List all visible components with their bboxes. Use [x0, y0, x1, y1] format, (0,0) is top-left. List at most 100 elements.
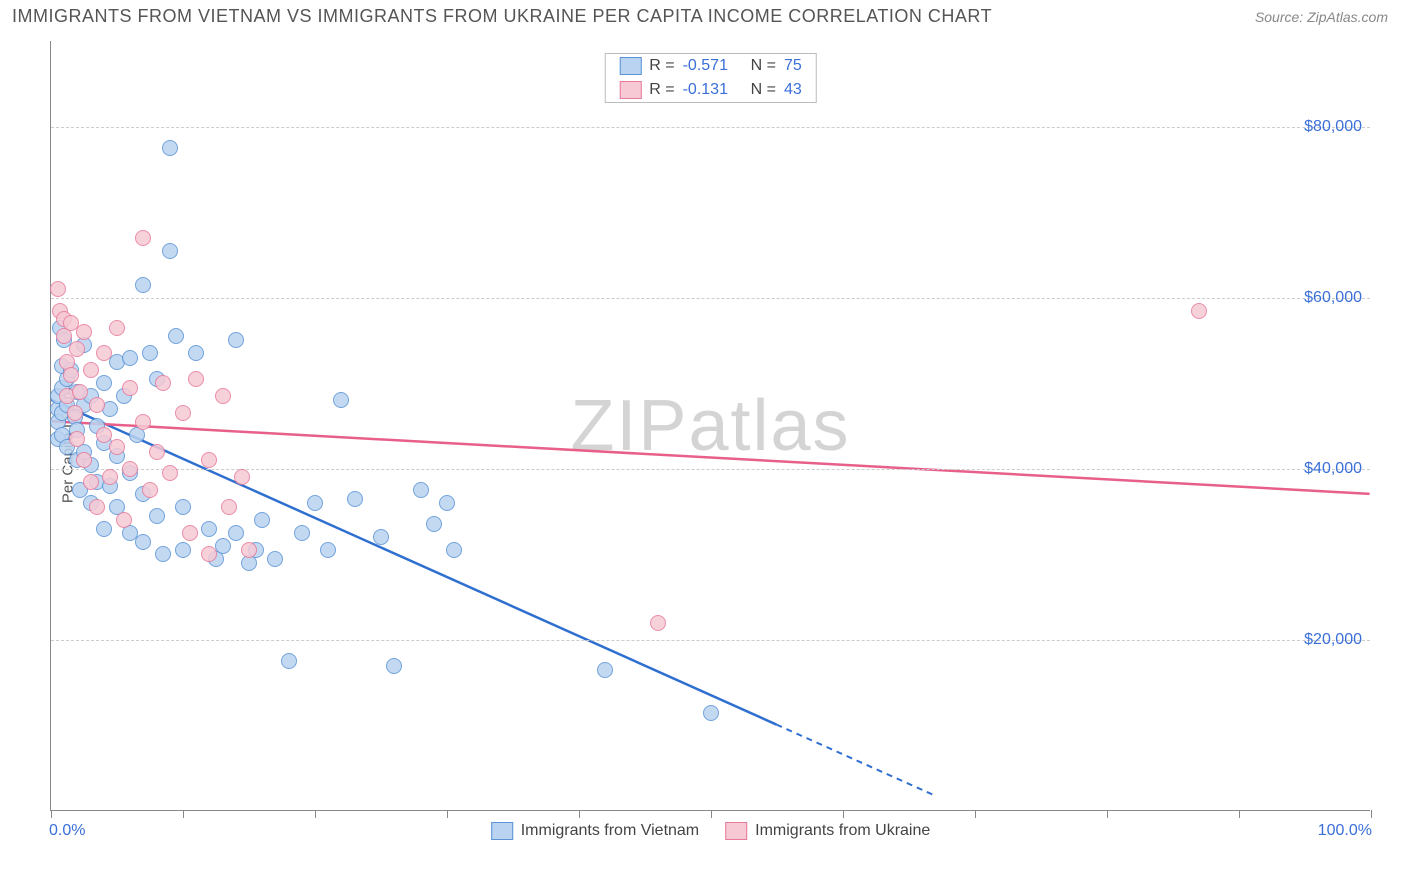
data-point-vietnam	[413, 482, 429, 498]
legend-series-label: Immigrants from Ukraine	[755, 822, 930, 840]
legend-n-value: 75	[784, 57, 802, 75]
data-point-vietnam	[426, 516, 442, 532]
data-point-ukraine	[142, 482, 158, 498]
data-point-ukraine	[109, 320, 125, 336]
data-point-vietnam	[228, 525, 244, 541]
data-point-vietnam	[168, 328, 184, 344]
data-point-vietnam	[142, 345, 158, 361]
data-point-ukraine	[162, 465, 178, 481]
y-tick-label: $80,000	[1304, 118, 1362, 136]
data-point-vietnam	[228, 332, 244, 348]
x-axis-label: 100.0%	[1318, 822, 1372, 840]
legend-stats: R =-0.571N =75R =-0.131N =43	[604, 53, 816, 103]
watermark-atlas: atlas	[688, 386, 850, 466]
data-point-vietnam	[373, 529, 389, 545]
x-tick	[1371, 810, 1372, 818]
y-tick-label: $40,000	[1304, 460, 1362, 478]
data-point-vietnam	[307, 495, 323, 511]
y-tick-label: $60,000	[1304, 289, 1362, 307]
legend-series-label: Immigrants from Vietnam	[521, 822, 699, 840]
data-point-vietnam	[294, 525, 310, 541]
trend-lines	[51, 41, 1370, 810]
data-point-ukraine	[67, 405, 83, 421]
y-tick-label: $20,000	[1304, 631, 1362, 649]
data-point-vietnam	[149, 508, 165, 524]
data-point-ukraine	[650, 615, 666, 631]
trend-line-ukraine	[51, 421, 1369, 494]
x-tick	[315, 810, 316, 818]
data-point-vietnam	[347, 491, 363, 507]
data-point-ukraine	[69, 431, 85, 447]
data-point-vietnam	[267, 551, 283, 567]
x-tick	[843, 810, 844, 818]
chart-header: IMMIGRANTS FROM VIETNAM VS IMMIGRANTS FR…	[0, 0, 1406, 31]
legend-stats-row: R =-0.571N =75	[605, 54, 815, 78]
x-tick	[1107, 810, 1108, 818]
chart-title: IMMIGRANTS FROM VIETNAM VS IMMIGRANTS FR…	[12, 6, 992, 27]
plot-area: ZIPatlas R =-0.571N =75R =-0.131N =43 $2…	[50, 41, 1370, 811]
data-point-vietnam	[135, 277, 151, 293]
gridline	[51, 469, 1370, 470]
data-point-vietnam	[386, 658, 402, 674]
data-point-ukraine	[215, 388, 231, 404]
data-point-ukraine	[175, 405, 191, 421]
legend-swatch	[619, 81, 641, 99]
data-point-ukraine	[83, 474, 99, 490]
data-point-ukraine	[135, 414, 151, 430]
x-tick	[1239, 810, 1240, 818]
x-tick	[183, 810, 184, 818]
watermark-zip: ZIP	[570, 386, 688, 466]
data-point-ukraine	[69, 341, 85, 357]
legend-r-label: R =	[649, 57, 674, 75]
data-point-vietnam	[201, 521, 217, 537]
data-point-ukraine	[76, 452, 92, 468]
data-point-ukraine	[188, 371, 204, 387]
legend-swatch	[619, 57, 641, 75]
legend-swatch	[725, 822, 747, 840]
data-point-ukraine	[72, 384, 88, 400]
data-point-ukraine	[102, 469, 118, 485]
data-point-vietnam	[135, 534, 151, 550]
data-point-ukraine	[122, 461, 138, 477]
x-tick	[975, 810, 976, 818]
data-point-vietnam	[188, 345, 204, 361]
x-tick	[711, 810, 712, 818]
data-point-vietnam	[333, 392, 349, 408]
data-point-vietnam	[175, 542, 191, 558]
data-point-vietnam	[96, 375, 112, 391]
legend-r-label: R =	[649, 81, 674, 99]
data-point-ukraine	[135, 230, 151, 246]
data-point-vietnam	[439, 495, 455, 511]
data-point-ukraine	[241, 542, 257, 558]
data-point-ukraine	[182, 525, 198, 541]
data-point-vietnam	[96, 521, 112, 537]
legend-n-value: 43	[784, 81, 802, 99]
data-point-ukraine	[1191, 303, 1207, 319]
data-point-vietnam	[597, 662, 613, 678]
x-tick	[51, 810, 52, 818]
gridline	[51, 298, 1370, 299]
data-point-ukraine	[155, 375, 171, 391]
data-point-vietnam	[320, 542, 336, 558]
data-point-vietnam	[254, 512, 270, 528]
data-point-vietnam	[122, 350, 138, 366]
legend-r-value: -0.571	[683, 57, 743, 75]
data-point-vietnam	[703, 705, 719, 721]
trend-line-dash-vietnam	[776, 725, 934, 796]
data-point-vietnam	[446, 542, 462, 558]
data-point-vietnam	[155, 546, 171, 562]
data-point-ukraine	[96, 345, 112, 361]
data-point-ukraine	[234, 469, 250, 485]
data-point-ukraine	[76, 324, 92, 340]
data-point-ukraine	[201, 546, 217, 562]
data-point-ukraine	[96, 427, 112, 443]
gridline	[51, 127, 1370, 128]
x-tick	[579, 810, 580, 818]
data-point-ukraine	[50, 281, 66, 297]
data-point-vietnam	[162, 140, 178, 156]
data-point-ukraine	[122, 380, 138, 396]
legend-r-value: -0.131	[683, 81, 743, 99]
data-point-ukraine	[89, 499, 105, 515]
legend-series-item: Immigrants from Ukraine	[725, 822, 930, 840]
data-point-ukraine	[109, 439, 125, 455]
